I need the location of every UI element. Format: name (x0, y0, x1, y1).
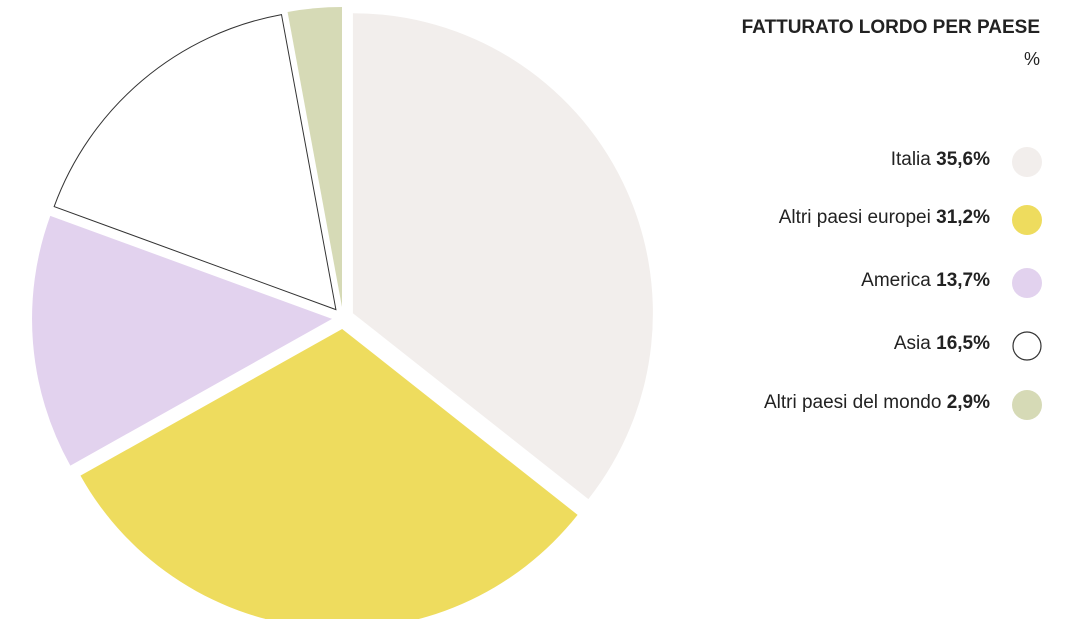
pie-slice (352, 13, 653, 500)
pie-slice (32, 215, 333, 466)
legend-name: Altri paesi europei (779, 207, 931, 228)
legend-name: Asia (894, 333, 931, 354)
chart-subtitle: % (1024, 49, 1040, 69)
legend-value: 2,9% (947, 392, 990, 413)
legend-marker (1012, 390, 1042, 420)
legend-marker (1012, 268, 1042, 298)
pie-slice (80, 328, 578, 619)
legend-value: 13,7% (936, 270, 990, 291)
legend-name: Italia (891, 149, 932, 170)
legend-value: 35,6% (936, 149, 990, 170)
legend-value: 16,5% (936, 333, 990, 354)
legend-name: America (861, 270, 931, 291)
legend-marker (1012, 331, 1042, 361)
legend-label: Asia 16,5% (894, 333, 990, 354)
legend-label: America 13,7% (861, 270, 990, 291)
legend-marker (1012, 205, 1042, 235)
chart-title: FATTURATO LORDO PER PAESE (742, 17, 1040, 38)
legend-name: Altri paesi del mondo (764, 392, 941, 413)
legend-marker (1012, 147, 1042, 177)
legend-label: Altri paesi del mondo 2,9% (764, 392, 990, 413)
legend-label: Italia 35,6% (891, 149, 990, 170)
legend-label: Altri paesi europei 31,2% (779, 207, 990, 228)
pie-slice (287, 7, 342, 308)
pie-slice (53, 13, 337, 311)
legend-value: 31,2% (936, 207, 990, 228)
